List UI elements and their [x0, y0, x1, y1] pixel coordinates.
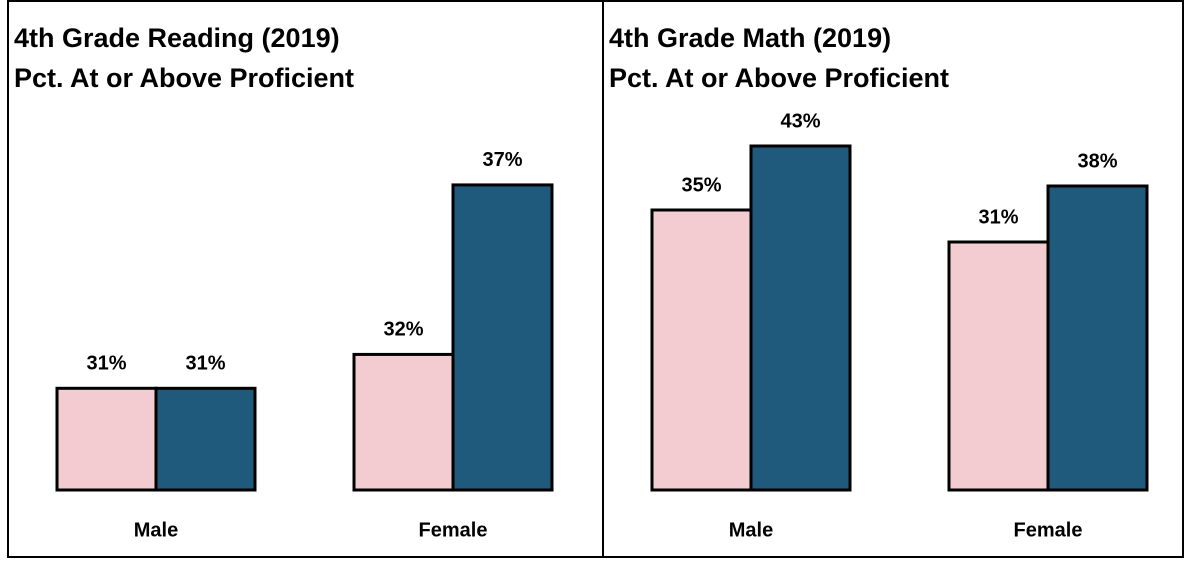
bar: [451, 183, 554, 492]
bar: [947, 240, 1050, 492]
bar: [1046, 184, 1149, 492]
x-tick-label: Male: [729, 519, 773, 541]
x-tick-label: Female: [419, 519, 488, 541]
bar: [55, 386, 158, 492]
x-tick-label: Male: [134, 519, 178, 541]
data-label: 43%: [780, 110, 820, 132]
chart-title: 4th Grade Math (2019): [609, 23, 891, 53]
data-label: 32%: [383, 319, 423, 341]
data-label: 38%: [1077, 150, 1117, 172]
bar: [650, 208, 753, 492]
chart-subtitle: Pct. At or Above Proficient: [609, 63, 949, 93]
data-label: 31%: [86, 353, 126, 375]
bar: [749, 144, 852, 492]
data-label: 35%: [681, 174, 721, 196]
chart-subtitle: Pct. At or Above Proficient: [14, 63, 354, 93]
x-tick-label: Female: [1014, 519, 1083, 541]
data-label: 37%: [482, 149, 522, 171]
data-label: 31%: [185, 353, 225, 375]
chart-title: 4th Grade Reading (2019): [14, 23, 340, 53]
bar: [154, 386, 257, 492]
data-label: 31%: [978, 206, 1018, 228]
bar: [352, 352, 455, 492]
